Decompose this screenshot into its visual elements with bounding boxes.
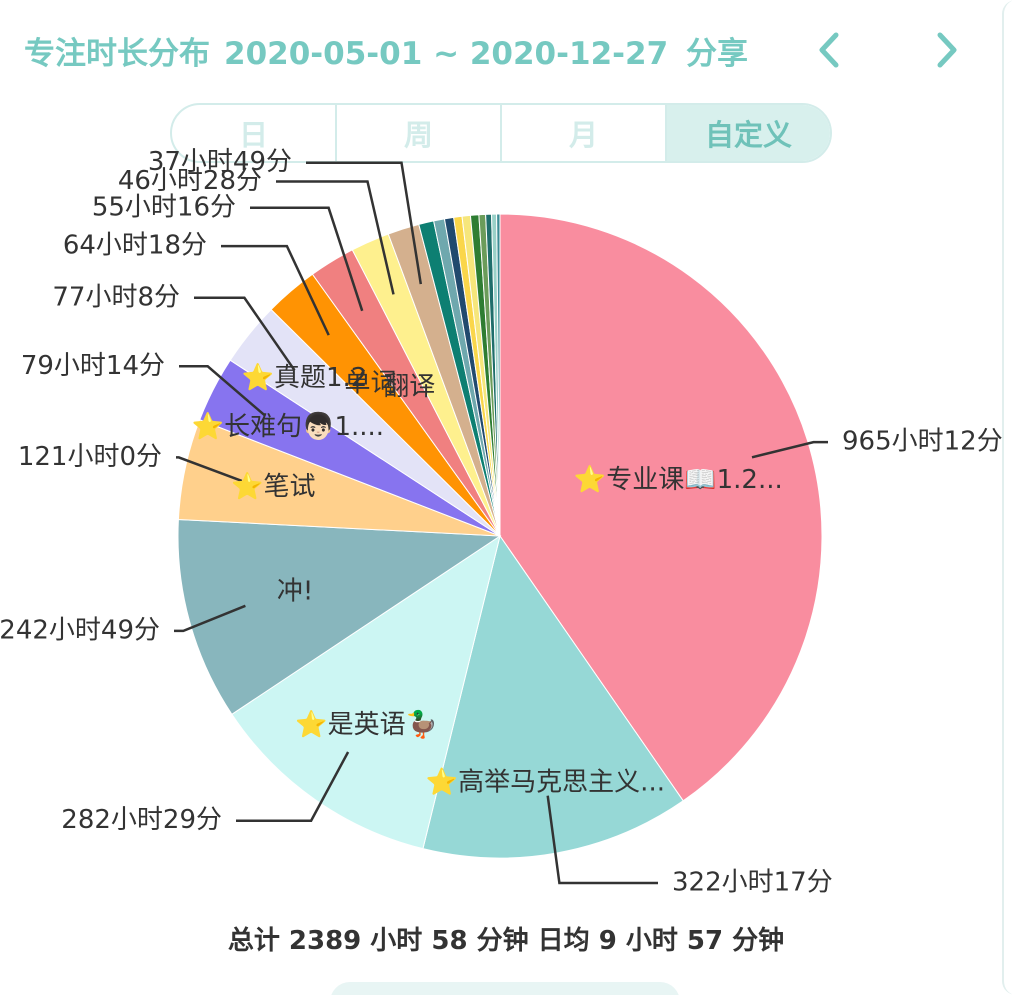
slice-label: 翻译 — [383, 372, 435, 402]
pie-slice[interactable] — [177, 518, 502, 715]
slice-label: 单词 — [344, 369, 396, 399]
leader-line — [546, 795, 658, 885]
leader-line — [179, 365, 266, 417]
panel-edge — [1002, 0, 1012, 995]
leader-line — [174, 604, 246, 633]
total-summary: 总计 2389 小时 58 分钟 日均 9 小时 57 分钟 — [227, 926, 785, 956]
tab-week[interactable]: 周 — [337, 105, 502, 161]
previous-period-button[interactable] — [812, 30, 848, 70]
pie-chart: ⭐专业课📖1.2... 965小时12分 ⭐高举马克思主义... 322小时17分 ⭐是… — [0, 147, 1003, 897]
pie-labels: ⭐专业课📖1.2... 965小时12分 ⭐高举马克思主义... 322小时17分 ⭐是… — [0, 147, 1003, 897]
slice-label: ⭐是英语🦆 — [295, 709, 438, 740]
leader-line — [176, 456, 243, 483]
chevron-left-icon — [819, 32, 839, 68]
value-label: 79小时14分 — [21, 351, 165, 381]
value-label: 55小时16分 — [92, 192, 236, 222]
value-label: 242小时49分 — [0, 615, 160, 645]
leader-line — [751, 440, 828, 459]
tab-day[interactable]: 日 — [172, 105, 337, 161]
date-range: 2020-05-01 ~ 2020-12-27 — [224, 36, 669, 72]
leader-line — [194, 296, 296, 371]
leader-line — [276, 180, 395, 295]
page-title: 专注时长分布 2020-05-01 ~ 2020-12-27 — [24, 28, 668, 73]
value-label: 322小时17分 — [672, 868, 833, 898]
slice-label: ⭐真题1.2 — [242, 362, 368, 393]
value-label: 965小时12分 — [842, 427, 1003, 457]
leader-line — [306, 161, 423, 285]
pie-slice[interactable] — [499, 213, 823, 802]
value-label: 64小时18分 — [63, 231, 207, 261]
pie-slice[interactable] — [496, 213, 501, 537]
slice-label: ⭐专业课📖1.2... — [574, 464, 783, 495]
bottom-button[interactable] — [330, 982, 680, 995]
value-label: 37小时49分 — [148, 147, 292, 177]
slice-label: 冲! — [277, 577, 313, 607]
pie-slice[interactable] — [422, 534, 684, 859]
value-label: 282小时29分 — [61, 805, 222, 835]
tab-custom[interactable]: 自定义 — [667, 105, 830, 161]
chevron-right-icon — [937, 32, 957, 68]
period-selector: 日 周 月 自定义 — [170, 103, 832, 163]
share-button[interactable]: 分享 — [686, 36, 748, 72]
slice-label: ⭐笔试 — [231, 471, 315, 502]
next-period-button[interactable] — [928, 30, 964, 70]
leader-line — [221, 244, 330, 336]
value-label: 121小时0分 — [18, 442, 162, 472]
slice-label: ⭐长难句👦🏻1.... — [192, 411, 384, 442]
leader-line — [250, 206, 364, 312]
leader-line — [236, 751, 350, 822]
pie-leader-lines — [174, 161, 828, 885]
header: 专注时长分布 2020-05-01 ~ 2020-12-27 分享 — [0, 0, 1012, 100]
title-text: 专注时长分布 — [24, 36, 210, 72]
value-label: 46小时28分 — [118, 166, 262, 196]
pie-slice[interactable] — [231, 534, 501, 850]
slice-label: ⭐高举马克思主义... — [426, 767, 665, 798]
tab-month[interactable]: 月 — [502, 105, 667, 161]
pie-slices — [177, 213, 823, 859]
value-label: 77小时8分 — [52, 282, 180, 312]
